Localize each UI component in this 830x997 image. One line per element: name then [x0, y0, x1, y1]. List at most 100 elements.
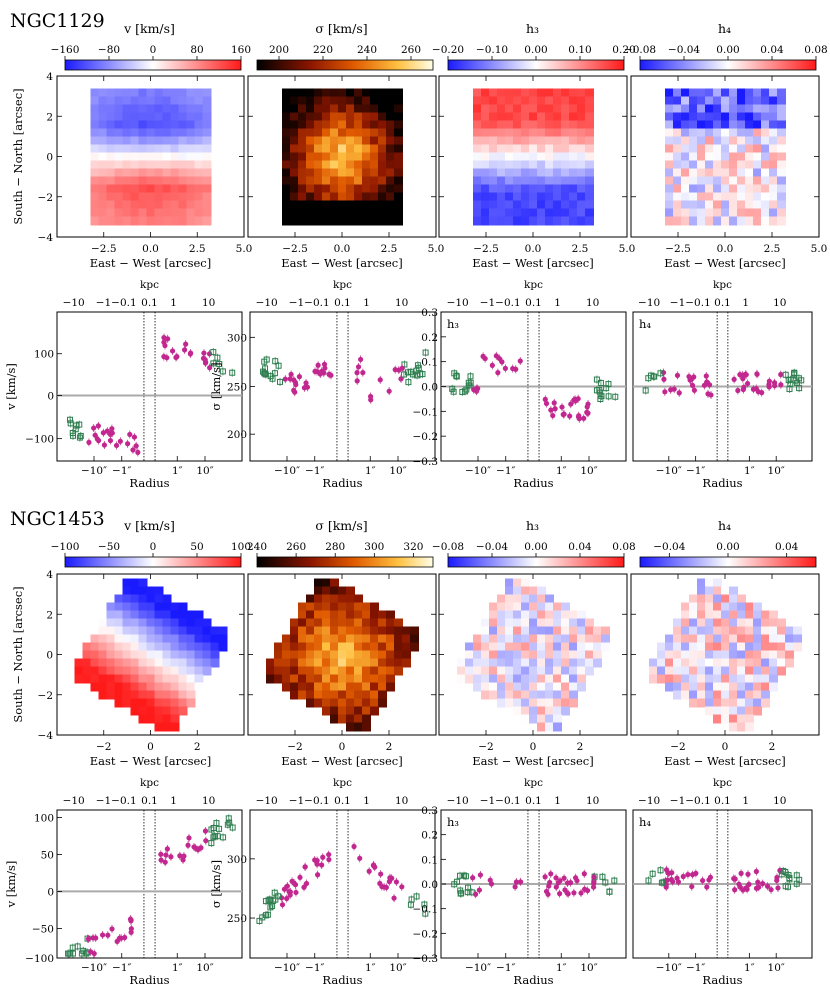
map-pixel	[298, 104, 307, 114]
map-pixel	[585, 650, 594, 660]
map-pixel	[577, 634, 586, 644]
map-pixel	[138, 96, 148, 106]
map-pixel	[689, 650, 698, 660]
map-pixel	[106, 136, 116, 146]
map-pixel	[138, 698, 148, 708]
map-pixel	[362, 618, 371, 628]
map-pixel	[386, 144, 395, 154]
data-point-outer	[457, 890, 464, 897]
map-pixel	[753, 96, 762, 106]
map-pixel	[737, 642, 746, 652]
colorbar-tick-label: 0.20	[612, 44, 635, 56]
map-xtick-label: −2	[670, 741, 685, 753]
data-point-inner	[100, 430, 106, 436]
map-pixel	[202, 184, 212, 194]
map-pixel	[90, 200, 100, 210]
map-pixel	[537, 104, 546, 114]
map-pixel	[553, 200, 562, 210]
map-pixel	[465, 666, 474, 676]
map-pixel	[497, 626, 506, 636]
map-pixel	[705, 160, 714, 170]
map-pixel	[505, 674, 514, 684]
profile-xlabel: Radius	[129, 973, 169, 987]
map-pixel	[481, 120, 490, 130]
map-pixel	[138, 706, 148, 716]
data-point-inner	[91, 950, 97, 957]
map-pixel	[154, 144, 164, 154]
map-pixel	[705, 578, 714, 588]
map-pixel	[769, 666, 778, 676]
data-point-inner	[92, 432, 98, 438]
map-pixel	[745, 136, 754, 146]
map-pixel	[138, 674, 148, 684]
map-pixel	[394, 144, 403, 154]
data-point-inner	[183, 341, 189, 347]
map-pixel	[170, 96, 180, 106]
map-pixel	[521, 706, 530, 716]
map-pixel	[146, 112, 156, 122]
map-pixel	[210, 650, 220, 660]
map-pixel	[537, 184, 546, 194]
map-pixel	[154, 602, 164, 612]
map-pixel	[370, 120, 379, 130]
map-pixel	[162, 706, 172, 716]
map-pixel	[186, 168, 196, 178]
map-pixel	[553, 160, 562, 170]
map-pixel	[489, 96, 498, 106]
map-pixel	[306, 690, 315, 700]
map-pixel	[202, 128, 212, 138]
map-pixel	[130, 586, 140, 596]
map-ytick-label: 4	[46, 71, 53, 83]
map-pixel	[178, 120, 188, 130]
map-pixel	[753, 104, 762, 114]
map-pixel	[298, 184, 307, 194]
map-pixel	[777, 650, 786, 660]
map-pixel	[386, 216, 395, 226]
map-pixel	[122, 88, 132, 98]
data-point-outer	[400, 371, 407, 378]
profile-ytick-label: 100	[34, 812, 54, 824]
map-pixel	[202, 626, 212, 636]
map-pixel	[186, 200, 196, 210]
map-pixel	[322, 160, 331, 170]
map-pixel	[314, 610, 323, 620]
kpc-tick-label: −1−0.1	[289, 795, 330, 807]
map-pixel	[370, 200, 379, 210]
map-pixel	[521, 208, 530, 218]
map-3	[649, 578, 802, 732]
data-point-inner	[488, 881, 495, 887]
map-pixel	[290, 634, 299, 644]
map-xtick-label: 5.0	[619, 243, 636, 255]
map-pixel	[753, 176, 762, 186]
map-pixel	[697, 112, 706, 122]
colorbar-tick-label: 260	[401, 44, 421, 56]
map-pixel	[513, 626, 522, 636]
data-point-inner	[744, 886, 750, 892]
map-pixel	[529, 682, 538, 692]
map-pixel	[138, 634, 148, 644]
map-pixel	[106, 690, 116, 700]
map-xtick-label: 0.0	[142, 243, 159, 255]
map-pixel	[465, 650, 474, 660]
map-pixel	[769, 96, 778, 106]
map-pixel	[681, 674, 690, 684]
data-point-inner	[177, 853, 183, 859]
map-pixel	[481, 136, 490, 146]
map-pixel	[138, 714, 148, 724]
map-pixel	[785, 658, 794, 668]
map-pixel	[330, 96, 339, 106]
map-pixel	[569, 634, 578, 644]
data-point-outer	[451, 370, 458, 377]
map-pixel	[122, 96, 132, 106]
map-pixel	[282, 184, 291, 194]
colorbar-tick-label: −0.08	[624, 44, 656, 56]
profile-xtick-label: −10″	[81, 962, 107, 974]
data-point-inner	[774, 874, 780, 881]
map-pixel	[753, 650, 762, 660]
map-pixel	[314, 200, 323, 210]
map-pixel	[322, 610, 331, 620]
map-pixel	[202, 136, 212, 146]
data-point-inner	[680, 873, 686, 880]
map-pixel	[170, 714, 180, 724]
map-pixel	[513, 216, 522, 226]
